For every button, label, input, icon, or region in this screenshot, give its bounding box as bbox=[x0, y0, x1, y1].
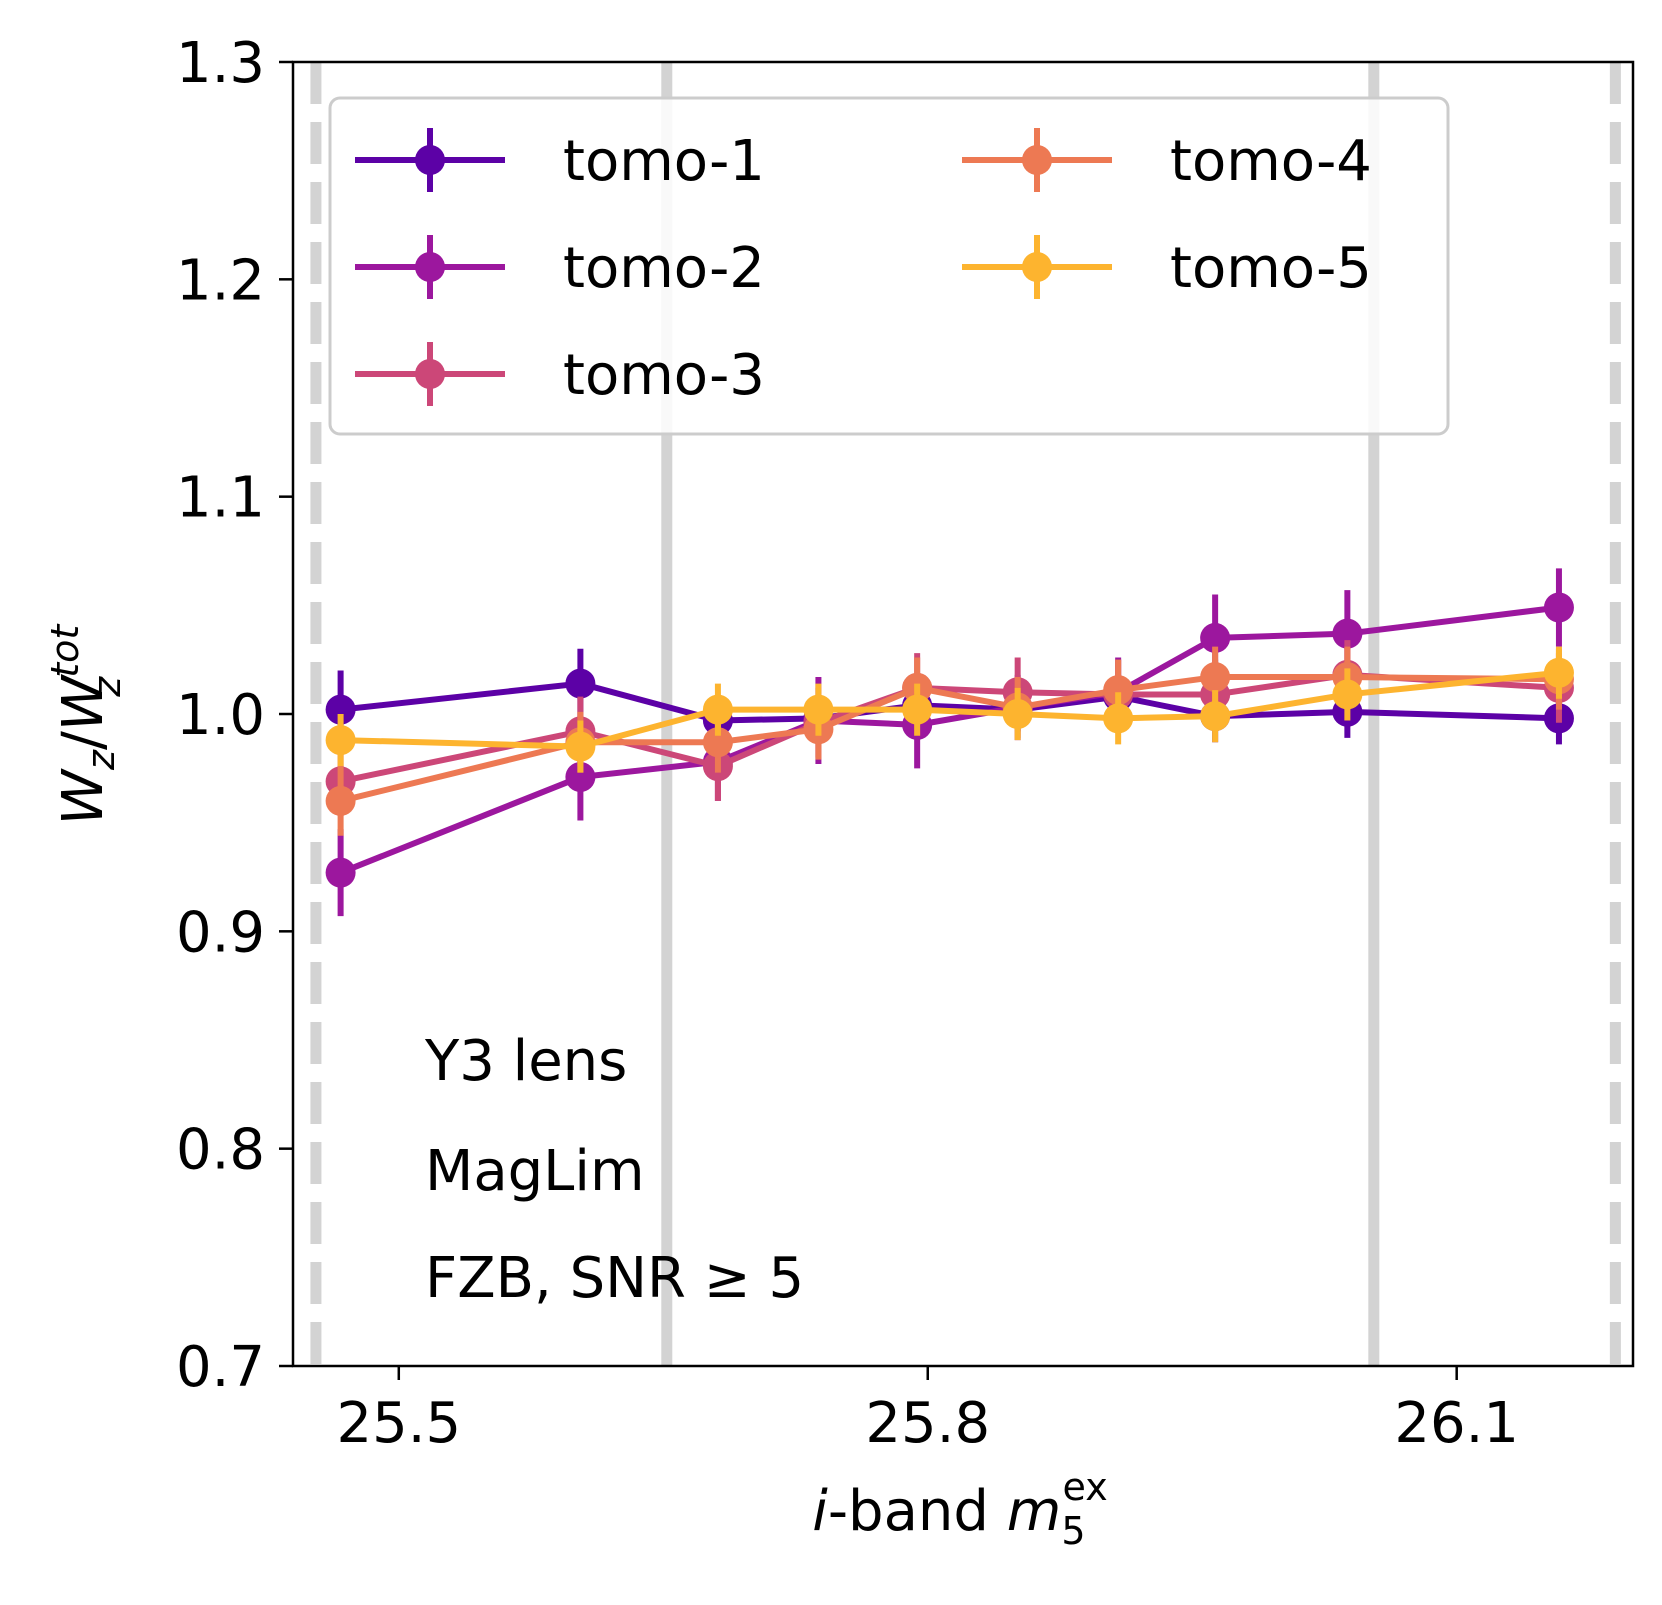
x-label-band: -band bbox=[828, 1479, 1007, 1544]
y-tick-label: 0.9 bbox=[176, 900, 265, 965]
legend-item-tomo-3: tomo-3 bbox=[355, 342, 765, 408]
y-label-sup2: tot bbox=[43, 623, 87, 678]
legend-label: tomo-3 bbox=[563, 343, 765, 408]
legend-item-tomo-4: tomo-4 bbox=[962, 128, 1372, 194]
data-point bbox=[565, 762, 596, 793]
y-tick-label: 1.3 bbox=[176, 31, 265, 96]
series-tomo-1 bbox=[325, 648, 1574, 749]
legend-label: tomo-5 bbox=[1170, 236, 1372, 301]
y-tick-label: 1.1 bbox=[176, 466, 265, 531]
series-line bbox=[339, 604, 1560, 876]
x-label-sup: ex bbox=[1063, 1465, 1108, 1509]
x-tick-label: 25.8 bbox=[865, 1391, 990, 1456]
y-label-sub1: z bbox=[79, 749, 123, 771]
annotation-sample: Y3 lens bbox=[424, 1029, 627, 1094]
y-tick-label: 0.8 bbox=[176, 1118, 265, 1183]
series-line bbox=[339, 674, 1559, 804]
y-tick-label: 1.0 bbox=[176, 683, 265, 748]
data-point bbox=[1543, 657, 1574, 688]
legend-marker bbox=[415, 252, 445, 282]
data-point bbox=[1200, 662, 1231, 693]
legend-marker bbox=[1022, 145, 1052, 175]
data-point bbox=[1543, 592, 1574, 623]
data-point bbox=[1103, 675, 1134, 706]
y-tick-label: 1.2 bbox=[176, 248, 265, 313]
data-point bbox=[702, 727, 733, 758]
legend-marker bbox=[1022, 252, 1052, 282]
annotation-photoz: FZB, SNR ≥ 5 bbox=[425, 1246, 804, 1311]
legend-marker bbox=[415, 145, 445, 175]
legend-marker bbox=[415, 359, 445, 389]
data-point bbox=[565, 731, 596, 762]
y-axis-label: Wz/Wtotz bbox=[43, 623, 129, 826]
x-axis-label: i-band m5ex bbox=[812, 1465, 1107, 1553]
axis-ticks: 0.7 0.8 0.9 1.0 1.1 1.2 1.3 25.5 25.8 26.1 bbox=[176, 31, 1519, 1456]
data-series bbox=[325, 568, 1574, 917]
series-tomo-5 bbox=[325, 646, 1574, 773]
x-label-sub: 5 bbox=[1061, 1509, 1085, 1553]
data-point bbox=[1200, 701, 1231, 732]
x-label-i: i bbox=[812, 1479, 828, 1544]
legend-label: tomo-1 bbox=[563, 129, 765, 194]
data-point bbox=[325, 694, 356, 725]
legend-item-tomo-5: tomo-5 bbox=[962, 235, 1372, 301]
legend-item-tomo-1: tomo-1 bbox=[355, 128, 765, 194]
data-point bbox=[702, 694, 733, 725]
data-point bbox=[803, 694, 834, 725]
legend-box bbox=[328, 96, 1450, 436]
series-line bbox=[339, 671, 1560, 785]
data-point bbox=[325, 785, 356, 816]
data-point bbox=[1332, 679, 1363, 710]
y-label-w2: W bbox=[51, 673, 116, 731]
y-label-w1: W bbox=[51, 767, 116, 825]
data-point bbox=[902, 694, 933, 725]
annotation-selection: MagLim bbox=[425, 1139, 645, 1204]
x-tick-label: 25.5 bbox=[336, 1391, 461, 1456]
x-tick-label: 26.1 bbox=[1394, 1391, 1519, 1456]
legend-item-tomo-2: tomo-2 bbox=[355, 235, 765, 301]
x-label-m: m bbox=[1007, 1479, 1062, 1544]
data-point bbox=[1200, 622, 1231, 653]
chart-legend: tomo-1 tomo-2 tomo-3 tomo-4 tomo-5 bbox=[328, 96, 1450, 436]
series-tomo-4 bbox=[325, 646, 1574, 836]
series-line bbox=[340, 680, 1560, 724]
legend-label: tomo-2 bbox=[563, 236, 765, 301]
data-point bbox=[1103, 703, 1134, 734]
data-point bbox=[325, 725, 356, 756]
series-tomo-3 bbox=[325, 640, 1574, 817]
data-point bbox=[1002, 699, 1033, 729]
series-line bbox=[340, 669, 1560, 750]
data-point bbox=[1332, 618, 1363, 649]
legend-label: tomo-4 bbox=[1170, 129, 1372, 194]
y-label-sub2: z bbox=[85, 676, 129, 698]
data-point bbox=[325, 857, 356, 888]
y-label-slash: / bbox=[51, 731, 116, 750]
y-tick-label: 0.7 bbox=[176, 1335, 265, 1400]
data-point bbox=[565, 668, 596, 699]
